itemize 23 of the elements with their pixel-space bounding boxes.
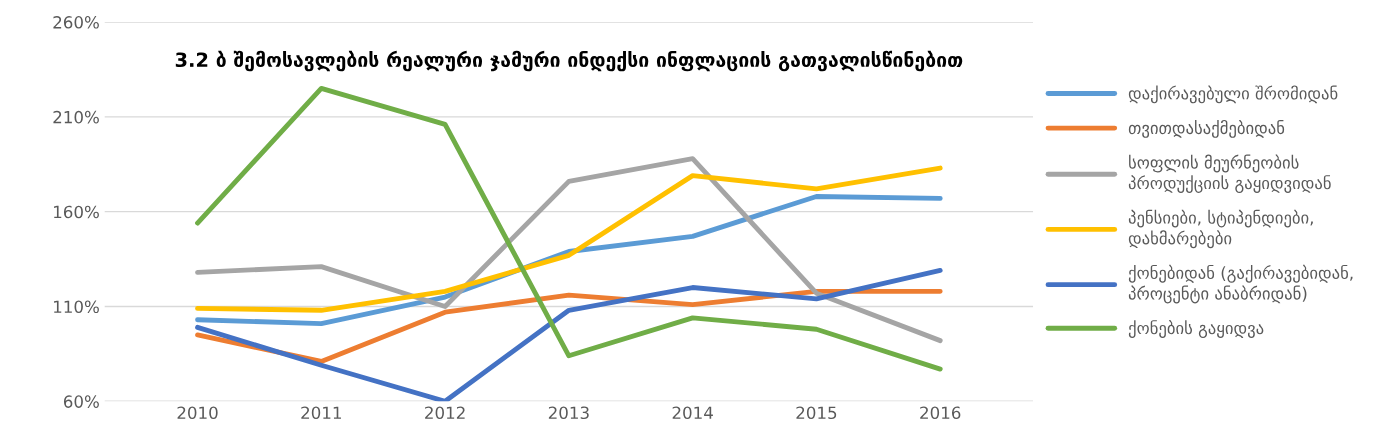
y-tick-label: 210% bbox=[53, 110, 99, 124]
line-series bbox=[195, 156, 943, 344]
legend-label: დაქირავებული შრომიდან bbox=[1128, 85, 1338, 104]
legend-label: სოფლის მეურნეობის პროდუქციის გაყიდვიდან bbox=[1128, 154, 1331, 193]
x-tick-label: 2016 bbox=[920, 406, 961, 420]
y-tick-label: 60% bbox=[63, 395, 99, 408]
legend-label: ქონების გაყიდვა bbox=[1128, 320, 1264, 338]
line-series bbox=[195, 85, 943, 372]
text: 3.2 ბ შემოსავლების რეალური ჯამური ინდექსი ინფლაციის გათვალისწინებით bbox=[175, 50, 963, 72]
legend-label: პენსიები, სტიპენდიები, დახმარებები bbox=[1128, 209, 1313, 249]
line-series bbox=[195, 165, 943, 313]
x-tick-label: 2015 bbox=[796, 406, 837, 420]
x-tick-label: 2014 bbox=[672, 406, 713, 420]
legend-label: ქონებიდან (გაქირავებიდან, პროცენტი ანაბრიდან) bbox=[1128, 264, 1353, 304]
x-tick-label: 2013 bbox=[548, 406, 589, 420]
y-tick-label: 260% bbox=[53, 16, 99, 29]
x-tick-label: 2010 bbox=[177, 406, 218, 420]
x-tick-label: 2012 bbox=[425, 406, 465, 420]
legend-label: თვითდასაქმებიდან bbox=[1128, 119, 1285, 138]
line-series bbox=[195, 268, 943, 402]
y-tick-label: 160% bbox=[54, 205, 99, 219]
x-tick-label: 2011 bbox=[301, 406, 341, 420]
y-tick-label: 110% bbox=[54, 300, 99, 314]
